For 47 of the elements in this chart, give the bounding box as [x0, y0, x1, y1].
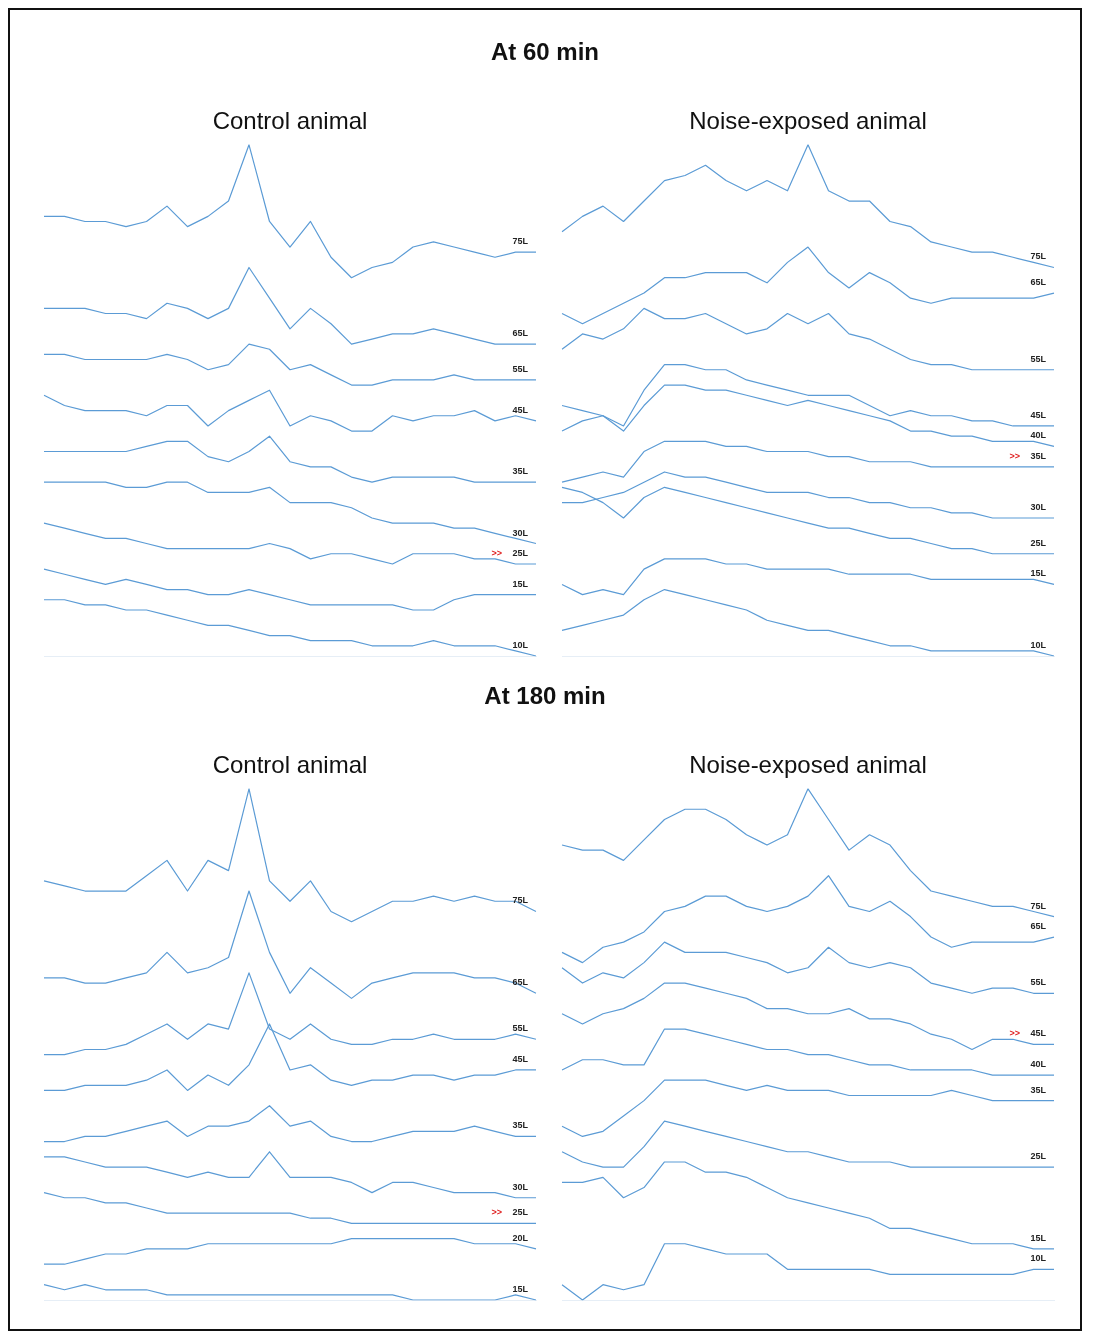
series-label: 55L	[512, 363, 529, 374]
series-label: 40L	[1030, 1059, 1047, 1070]
series-label: 45L	[1030, 409, 1047, 420]
series-label: 25L	[512, 547, 529, 558]
series-label: 25L	[1030, 1151, 1047, 1162]
chart-title: Noise-exposed animal	[689, 751, 927, 779]
series-label: 35L	[1030, 450, 1047, 461]
series-label: 45L	[512, 1053, 529, 1064]
annotation: >>	[491, 1207, 502, 1218]
series-label: 30L	[1030, 501, 1047, 512]
series-label: 75L	[512, 895, 529, 906]
series-label: 15L	[512, 578, 529, 589]
annotation: >>	[1009, 1028, 1020, 1039]
series-label: 10L	[1030, 639, 1047, 650]
series-label: 45L	[1030, 1028, 1047, 1039]
series-label: 35L	[1030, 1084, 1047, 1095]
series-label: 55L	[1030, 353, 1047, 364]
series-label: 15L	[1030, 568, 1047, 579]
series-label: 25L	[512, 1207, 529, 1218]
series-label: 15L	[1030, 1232, 1047, 1243]
series-label: 20L	[512, 1232, 529, 1243]
annotation: >>	[491, 547, 502, 558]
series-label: 40L	[1030, 430, 1047, 441]
series-label: 55L	[512, 1023, 529, 1034]
series-label: 65L	[512, 328, 529, 339]
series-label: 30L	[512, 1181, 529, 1192]
series-label: 10L	[1030, 1253, 1047, 1264]
series-label: 75L	[1030, 900, 1047, 911]
chart-title: Noise-exposed animal	[689, 107, 927, 135]
series-label: 15L	[512, 1283, 529, 1294]
annotation: >>	[1009, 450, 1020, 461]
series-label: 75L	[1030, 251, 1047, 262]
series-label: 25L	[1030, 537, 1047, 548]
series-label: 75L	[512, 236, 529, 247]
series-label: 35L	[512, 466, 529, 477]
series-label: 35L	[512, 1120, 529, 1131]
series-label: 30L	[512, 527, 529, 538]
text: At 180 min	[483, 682, 607, 710]
chart-title: Control animal	[212, 107, 368, 135]
series-label: 45L	[512, 404, 529, 415]
text: At 60 min	[490, 38, 600, 66]
series-label: 10L	[512, 639, 529, 650]
series-label: 65L	[1030, 921, 1047, 932]
chart-title: Control animal	[212, 751, 368, 779]
series-label: 65L	[1030, 277, 1047, 288]
series-label: 55L	[1030, 977, 1047, 988]
series-label: 65L	[512, 977, 529, 988]
